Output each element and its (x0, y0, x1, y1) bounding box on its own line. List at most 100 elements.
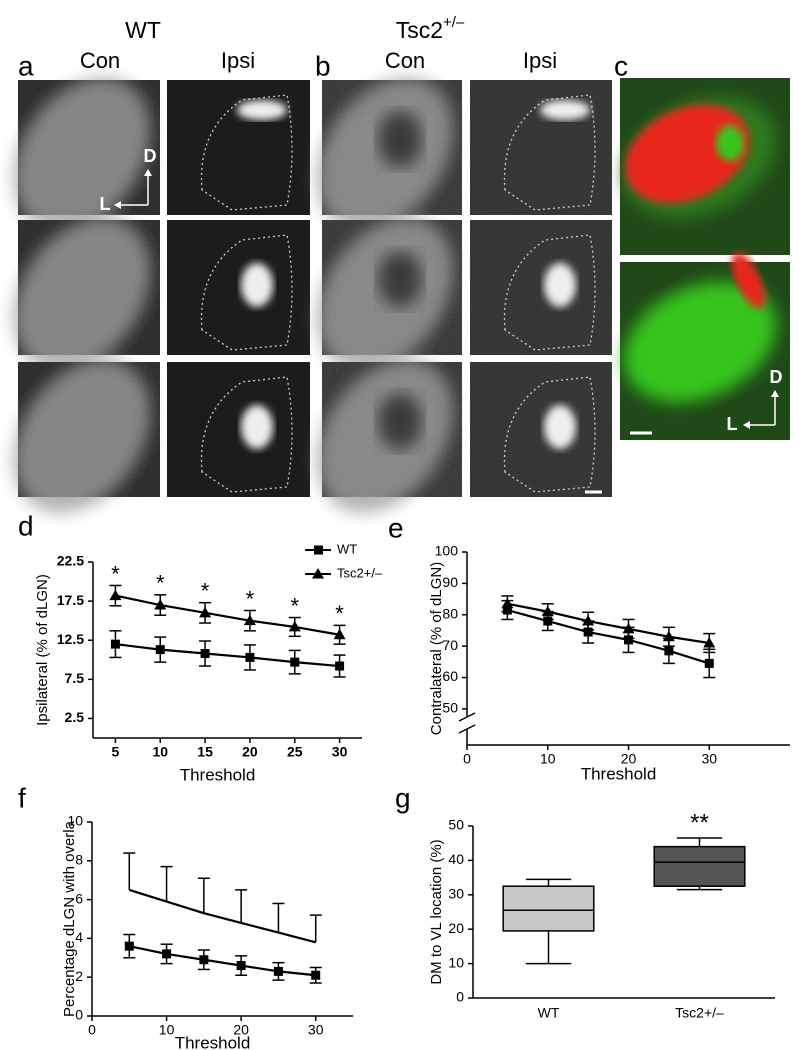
tissue-grain (18, 362, 160, 497)
marker (290, 657, 300, 667)
error-bar (123, 852, 136, 890)
image-panels (13, 77, 790, 513)
y-axis-label: Percentage dLGN with overla (61, 820, 78, 1017)
y-axis-label: Contralateral (% of dLGN) (428, 562, 445, 735)
marker (273, 966, 283, 976)
column-title: Con (385, 48, 425, 73)
y-tick-label: 8 (75, 852, 83, 868)
compass-arrowhead (114, 201, 121, 209)
overlay-image (620, 252, 790, 440)
x-tick-label: WT (538, 1005, 560, 1021)
marker (200, 649, 210, 659)
dark-patch (378, 393, 422, 450)
y-tick-label: 10 (448, 954, 464, 970)
marker (662, 630, 675, 642)
marker (199, 955, 209, 965)
significance: * (335, 601, 344, 626)
y-tick-label: 7.5 (65, 670, 85, 686)
marker (245, 652, 255, 662)
compass-arrowhead (771, 390, 779, 397)
x-tick-label: 30 (701, 751, 717, 767)
overlay-image (620, 78, 790, 255)
dark-patch (378, 251, 422, 308)
axis-break (458, 724, 476, 734)
x-tick-label: 30 (308, 1022, 324, 1038)
y-tick-label: 17.5 (57, 592, 84, 608)
red-label (625, 104, 750, 204)
y-tick-label: 4 (75, 929, 83, 945)
micrograph-bg (167, 362, 310, 497)
y-tick-label: 22.5 (57, 553, 84, 569)
marker (110, 639, 120, 649)
x-axis-label: Threshold (175, 1033, 251, 1050)
legend-marker (312, 568, 324, 579)
x-tick-label: Tsc2+/– (675, 1005, 724, 1021)
tissue-grain (470, 220, 612, 355)
micrograph (316, 77, 462, 231)
series-line (128, 888, 316, 944)
tissue-grain (18, 220, 160, 355)
micrograph-bg (167, 220, 310, 355)
series-line (129, 945, 316, 977)
ipsi-patch (241, 263, 273, 307)
y-tick-label: 60 (442, 668, 458, 684)
marker (333, 628, 346, 640)
micrograph (316, 217, 462, 371)
micrograph (316, 359, 462, 513)
compass-label: L (100, 194, 111, 214)
marker (154, 599, 167, 610)
marker (335, 661, 345, 671)
micrograph (167, 80, 310, 215)
x-tick-label: 10 (540, 751, 556, 767)
y-tick-label: 20 (448, 920, 464, 936)
panel-letter: b (315, 50, 331, 81)
dlgn-outline (200, 376, 293, 493)
y-tick-label: 2 (75, 968, 83, 984)
significance: * (156, 571, 165, 596)
x-tick-label: 25 (287, 744, 303, 760)
x-tick-label: 10 (152, 744, 168, 760)
micrograph (167, 362, 310, 497)
error-bar (272, 902, 285, 933)
legend-label: Tsc2+/– (337, 565, 383, 580)
chart: e 50 60 70 80 90 100 Contralateral (% of dLGN) 0… (388, 512, 790, 783)
compass-arrowhead (144, 169, 152, 176)
error-bar (309, 914, 322, 943)
column-title: Ipsi (523, 48, 557, 73)
column-title: Ipsi (221, 48, 255, 73)
group-title-sup: +/– (443, 14, 465, 31)
compass-label: D (144, 146, 157, 166)
x-tick-label: 10 (159, 1022, 175, 1038)
series-line (115, 643, 340, 668)
green-spot (716, 125, 744, 161)
y-axis-label: Ipsilateral (% of dLGN) (34, 574, 51, 726)
tissue-grain (470, 362, 612, 497)
y-tick-label: 0 (75, 1007, 83, 1023)
group-title-base: Tsc2 (396, 17, 443, 43)
marker (311, 970, 321, 980)
x-tick-label: 20 (242, 744, 258, 760)
x-tick-label: 20 (621, 751, 637, 767)
y-tick-label: 50 (448, 817, 464, 833)
panel-letter: a (18, 50, 34, 81)
micrograph-bg (167, 80, 310, 215)
dark-patch (378, 111, 422, 168)
significance: ** (690, 809, 709, 836)
column-title: Con (80, 48, 120, 73)
micrograph (470, 362, 612, 497)
x-tick-label: 5 (112, 744, 120, 760)
micrograph (167, 220, 310, 355)
compass-label: L (727, 414, 738, 434)
series-line (507, 608, 710, 665)
x-tick-label: 15 (197, 744, 213, 760)
marker (155, 645, 165, 655)
legend-label: WT (337, 541, 357, 556)
group-title: WT (125, 17, 161, 43)
series-line (507, 602, 710, 645)
x-tick-label: 0 (463, 751, 471, 767)
marker (243, 614, 256, 626)
marker (622, 622, 635, 634)
marker (582, 615, 595, 626)
group-title: Tsc2+/– (396, 14, 465, 43)
